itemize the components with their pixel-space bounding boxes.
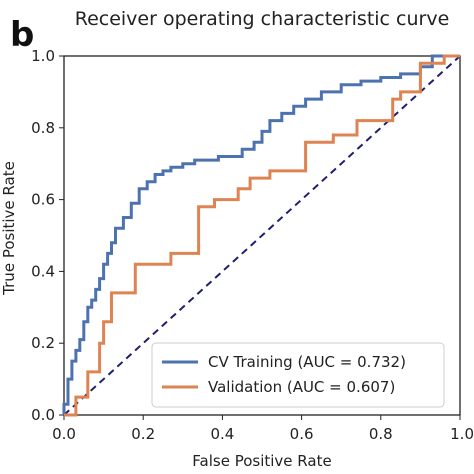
y-tick-label: 0.2 (31, 334, 55, 352)
plot-area: 0.0 0.2 0.4 0.6 0.8 1.0 0.0 0.2 0.4 0.6 0.8 1.0 (31, 47, 474, 443)
legend-box (151, 342, 445, 408)
y-tick-label: 0.4 (31, 262, 55, 280)
x-tick-label: 0.6 (290, 425, 314, 443)
x-tick-label: 0.2 (131, 425, 155, 443)
x-tick-label: 0.4 (210, 425, 234, 443)
y-tick-label: 0.8 (31, 119, 55, 137)
chart-title: Receiver operating characteristic curve (75, 8, 450, 30)
x-axis-label: False Positive Rate (192, 452, 331, 470)
x-tick-label: 0.0 (52, 425, 76, 443)
legend-label: Validation (AUC = 0.607) (208, 378, 395, 396)
x-tick-label: 0.8 (369, 425, 393, 443)
y-tick-label: 0.6 (31, 191, 55, 209)
y-axis-label: True Positive Rate (0, 161, 18, 296)
panel-label: b (10, 15, 34, 55)
y-tick-label: 1.0 (31, 47, 55, 65)
series-line-0 (62, 54, 460, 415)
x-tick-label: 1.0 (450, 425, 474, 443)
legend: CV Training (AUC = 0.732) Validation (AUC… (151, 342, 445, 408)
legend-label: CV Training (AUC = 0.732) (208, 353, 406, 371)
plot-frame (63, 55, 461, 416)
y-tick-label: 0.0 (31, 406, 55, 424)
series-line-1 (64, 54, 460, 417)
